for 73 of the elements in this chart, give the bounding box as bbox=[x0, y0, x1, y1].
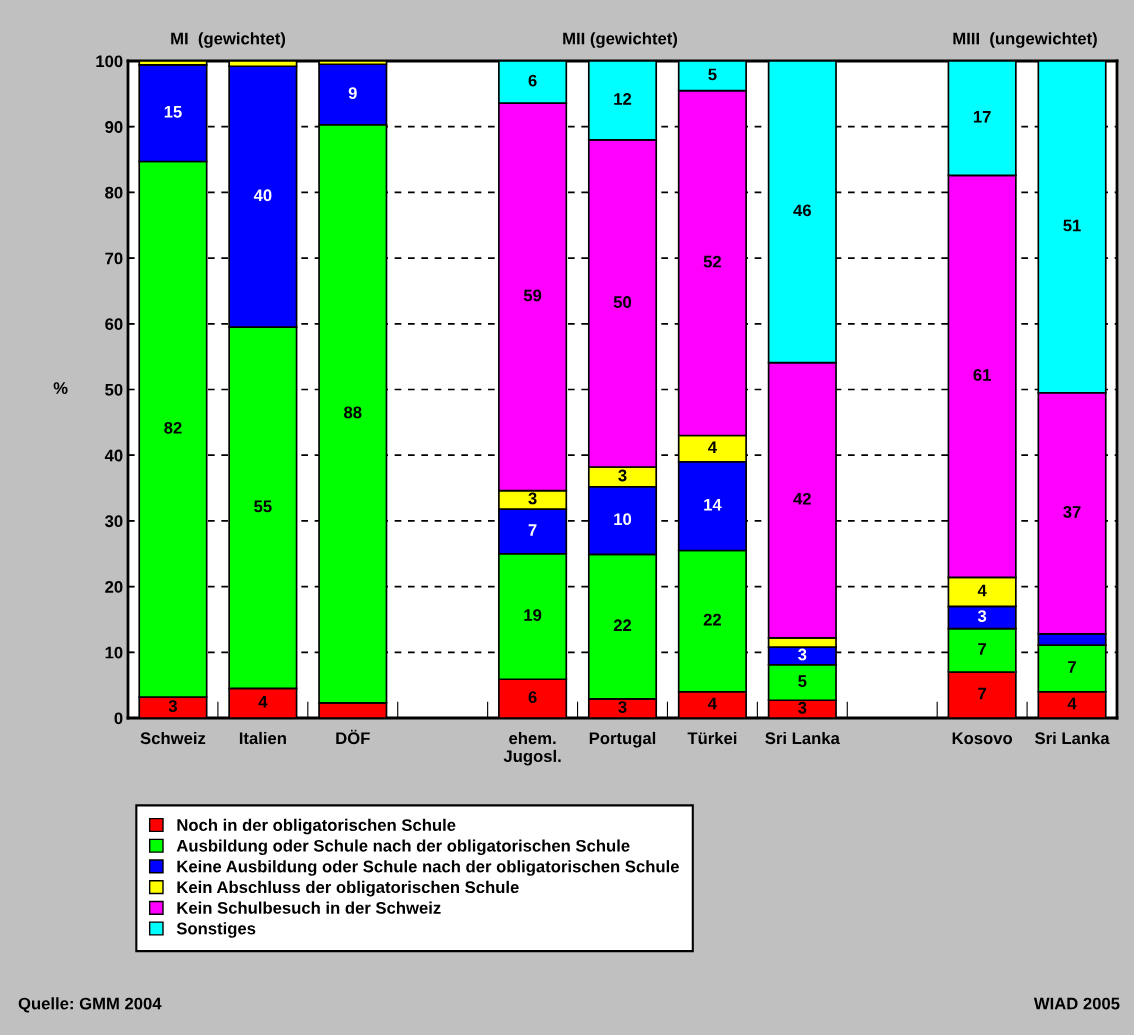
x-tick-label: Türkei bbox=[687, 731, 737, 745]
data-label: 3 bbox=[798, 701, 807, 714]
text: MII (gewichtet) bbox=[563, 32, 678, 48]
data-label: 6 bbox=[528, 691, 537, 704]
data-label: 5 bbox=[798, 675, 807, 687]
data-label: 55 bbox=[254, 500, 272, 513]
data-label: 82 bbox=[164, 421, 182, 434]
data-label: 15 bbox=[164, 106, 182, 118]
text: MIII (ungewichtet) bbox=[953, 32, 1097, 48]
data-label: 59 bbox=[523, 289, 542, 302]
y-tick-label: 50 bbox=[105, 383, 123, 396]
x-tick-label: Sri Lanka bbox=[1035, 731, 1110, 745]
data-label: 42 bbox=[793, 492, 811, 505]
x-tick-label: Portugal bbox=[589, 731, 656, 748]
x-tick-label: Italien bbox=[239, 731, 286, 745]
data-label: 4 bbox=[708, 441, 717, 453]
legend-label: Kein Schulbesuch in der Schweiz bbox=[177, 901, 441, 914]
data-label: 46 bbox=[793, 204, 811, 217]
y-tick-label: 70 bbox=[105, 252, 123, 265]
y-tick-label: 60 bbox=[105, 318, 123, 330]
data-label: 6 bbox=[528, 74, 537, 87]
data-label: 51 bbox=[1063, 219, 1081, 232]
y-axis-title: % bbox=[53, 382, 68, 394]
data-label: 37 bbox=[1063, 506, 1081, 518]
data-label: 3 bbox=[977, 610, 987, 622]
data-label: 9 bbox=[348, 87, 357, 99]
y-tick-label: 0 bbox=[114, 712, 123, 725]
legend-label: Keine Ausbildung oder Schule nach der obligatorischen Schule bbox=[177, 860, 679, 876]
data-label: 4 bbox=[258, 696, 268, 708]
data-label: 10 bbox=[614, 513, 632, 526]
data-label: 22 bbox=[703, 613, 722, 626]
data-label: 4 bbox=[708, 697, 717, 710]
data-label: 40 bbox=[253, 189, 272, 202]
y-tick-label: 10 bbox=[105, 646, 123, 659]
data-label: 52 bbox=[703, 255, 722, 268]
y-tick-label: 30 bbox=[104, 515, 123, 528]
data-label: 4 bbox=[1067, 697, 1077, 710]
text: MI (gewichtet) bbox=[171, 32, 286, 48]
legend-label: Noch in der obligatorischen Schule bbox=[177, 818, 456, 835]
data-label: 7 bbox=[978, 687, 987, 700]
data-label: 3 bbox=[618, 469, 627, 482]
data-label: 7 bbox=[1068, 661, 1076, 673]
y-tick-label: 20 bbox=[105, 581, 123, 593]
data-label: 7 bbox=[978, 643, 987, 655]
legend-label: Kein Abschluss der obligatorischen Schule bbox=[177, 880, 519, 897]
data-label: 7 bbox=[528, 524, 537, 536]
data-label: 3 bbox=[168, 700, 177, 712]
source-note: Quelle: GMM 2004 bbox=[18, 997, 162, 1013]
legend-label: Ausbildung oder Schule nach der obligatorischen Schule bbox=[176, 839, 630, 856]
y-tick-label: 80 bbox=[105, 186, 123, 199]
data-label: 3 bbox=[528, 492, 537, 505]
text: WIAD 2005 bbox=[1033, 997, 1120, 1010]
data-label: 17 bbox=[973, 111, 991, 123]
data-label: 12 bbox=[614, 93, 632, 105]
x-tick-label: DÖF bbox=[336, 729, 370, 745]
data-label: 4 bbox=[977, 584, 987, 597]
y-tick-label: 90 bbox=[105, 121, 123, 133]
data-label: 19 bbox=[524, 609, 542, 621]
legend-label: Sonstiges bbox=[176, 922, 256, 938]
data-label: 61 bbox=[973, 369, 991, 381]
data-label: 14 bbox=[704, 498, 722, 511]
x-tick-label: Sri Lanka bbox=[765, 731, 840, 745]
data-label: 3 bbox=[618, 701, 627, 713]
x-tick-label: ehem. Jugosl. bbox=[503, 731, 561, 766]
y-tick-label: 40 bbox=[104, 449, 123, 462]
x-tick-label: Schweiz bbox=[140, 731, 206, 745]
data-label: 88 bbox=[344, 406, 362, 419]
data-label: 5 bbox=[708, 68, 717, 81]
y-tick-label: 100 bbox=[96, 55, 123, 68]
data-label: 3 bbox=[798, 648, 807, 661]
data-label: 50 bbox=[613, 296, 632, 308]
data-label: 22 bbox=[613, 619, 632, 631]
x-tick-label: Kosovo bbox=[952, 732, 1013, 745]
